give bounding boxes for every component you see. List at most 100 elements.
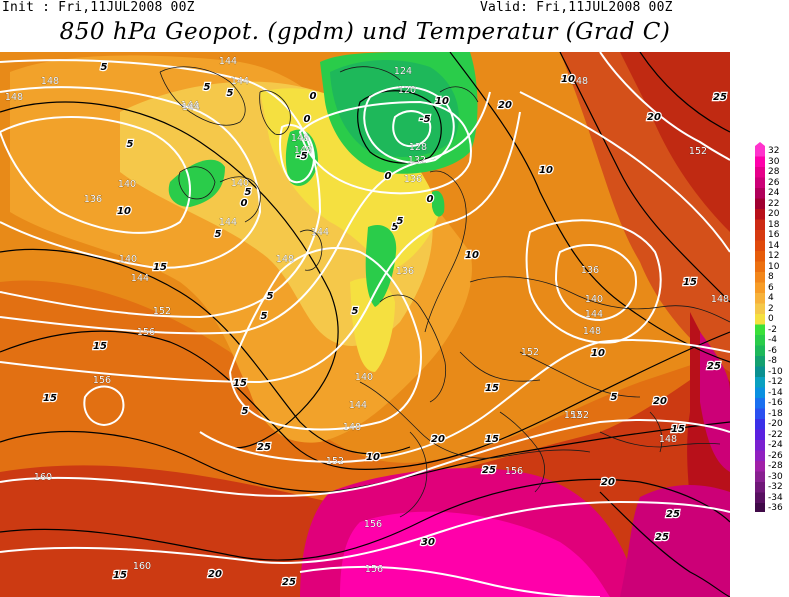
legend-color-swatch [755,303,765,315]
geopotential-value-label: 156 [505,466,523,477]
isotherm-value-label: 0 [310,91,317,102]
geopotential-value-label: 120 [398,85,416,96]
isotherm-value-label: 20 [498,100,512,111]
legend-tick-label: 2 [768,303,774,314]
legend-color-scale [755,142,765,512]
isotherm-value-label: 0 [427,194,434,205]
geopotential-value-label: 152 [571,410,589,421]
legend-color-swatch [755,324,765,336]
geopotential-value-label: 148 [583,326,601,337]
geopotential-value-label: 140 [118,179,136,190]
legend-color-swatch [755,482,765,493]
isotherm-value-label: 10 [435,96,449,107]
legend-tick-label: 18 [768,219,780,230]
isotherm-value-label: 5 [242,406,249,417]
legend-color-swatch [755,450,765,462]
legend-tick-label: 30 [768,156,780,167]
isotherm-value-label: 15 [233,378,247,389]
isotherm-value-label: 25 [707,361,721,372]
legend-tick-label: -22 [768,429,783,440]
legend-color-swatch [755,251,765,262]
legend-color-swatch [755,167,765,178]
legend-color-swatch [755,503,765,512]
geopotential-value-label: 140 [231,178,249,189]
isotherm-value-label: 5 [215,229,222,240]
geopotential-lines [0,52,730,597]
isotherm-value-label: 5 [227,88,234,99]
isotherm-value-label: 10 [366,452,380,463]
isotherm-lines [0,52,730,597]
geopotential-value-label: 148 [276,254,294,265]
isotherm-value-label: 0 [385,171,392,182]
geopotential-value-label: 128 [409,142,427,153]
legend-tick-label: 26 [768,177,780,188]
geopotential-value-label: 140 [119,254,137,265]
legend-tick-label: -8 [768,356,777,366]
legend-color-swatch [755,387,765,399]
isotherm-value-label: 25 [282,577,296,588]
isotherm-value-label: 25 [666,509,680,520]
legend-tick-label: -32 [768,482,783,492]
legend-tick-label: 24 [768,188,780,198]
isotherm-value-label: 15 [683,277,697,288]
legend-color-swatch [755,146,765,157]
isotherm-value-label: 5 [204,82,211,93]
legend-tick-label: -4 [768,335,777,345]
geopotential-value-label: 136 [396,266,414,277]
isotherm-value-label: 5 [352,306,359,317]
isotherm-value-label: 5 [245,187,252,198]
legend-tick-label: 12 [768,251,780,261]
geopotential-value-label: 136 [404,174,422,185]
isotherm-value-label: 5 [611,392,618,403]
legend-tick-label: -20 [768,419,783,429]
legend-color-swatch [755,408,765,420]
legend-tick-label: 28 [768,167,780,177]
geopotential-value-label: 160 [34,472,52,483]
valid-time-label: Valid: Fri,11JUL2008 00Z [480,0,673,15]
geopotential-value-label: 152 [689,146,707,157]
geopotential-value-label: 124 [394,66,412,77]
legend-color-swatch [755,240,765,252]
legend-tick-label: 0 [768,314,774,324]
geopotential-value-label: 152 [153,306,171,317]
legend-color-swatch [755,177,765,189]
legend-color-swatch [755,293,765,304]
geopotential-value-label: 156 [137,327,155,338]
legend-tick-label: -6 [768,345,777,356]
isotherm-value-label: 15 [43,393,57,404]
isotherm-value-label: 0 [241,198,248,209]
geopotential-value-label: 144 [181,100,199,111]
geopotential-value-label: 148 [659,434,677,445]
legend-tick-label: -28 [768,461,783,471]
isotherm-value-label: 20 [653,396,667,407]
geopotential-value-label: 148 [294,145,312,156]
temperature-shading [0,52,730,597]
legend-color-swatch [755,219,765,231]
legend-color-swatch [755,335,765,346]
legend-color-swatch [755,440,765,451]
legend-tick-label: -30 [768,471,783,482]
isotherm-value-label: 15 [93,341,107,352]
legend-color-swatch [755,188,765,199]
isotherm-value-label: 5 [127,139,134,150]
legend-color-swatch [755,366,765,378]
legend-tick-label: -18 [768,408,783,419]
legend-tick-label: 4 [768,293,774,303]
geopotential-value-label: 148 [5,92,23,103]
geopotential-value-label: 144 [219,217,237,228]
legend-color-swatch [755,356,765,367]
legend-tick-label: 22 [768,198,780,209]
isotherm-value-label: 20 [601,477,615,488]
isotherm-value-label: 15 [671,424,685,435]
isotherm-value-label: 30 [421,537,435,548]
isotherm-value-label: 15 [485,383,499,394]
legend-color-swatch [755,377,765,388]
geopotential-value-label: 144 [349,400,367,411]
legend-color-swatch [755,429,765,441]
isotherm-value-label: 10 [591,348,605,359]
legend-color-swatch [755,261,765,273]
legend-tick-label: 10 [768,261,780,272]
isotherm-value-label: 25 [655,532,669,543]
legend-tick-label: 6 [768,282,774,293]
legend-tick-label: 32 [768,146,780,156]
